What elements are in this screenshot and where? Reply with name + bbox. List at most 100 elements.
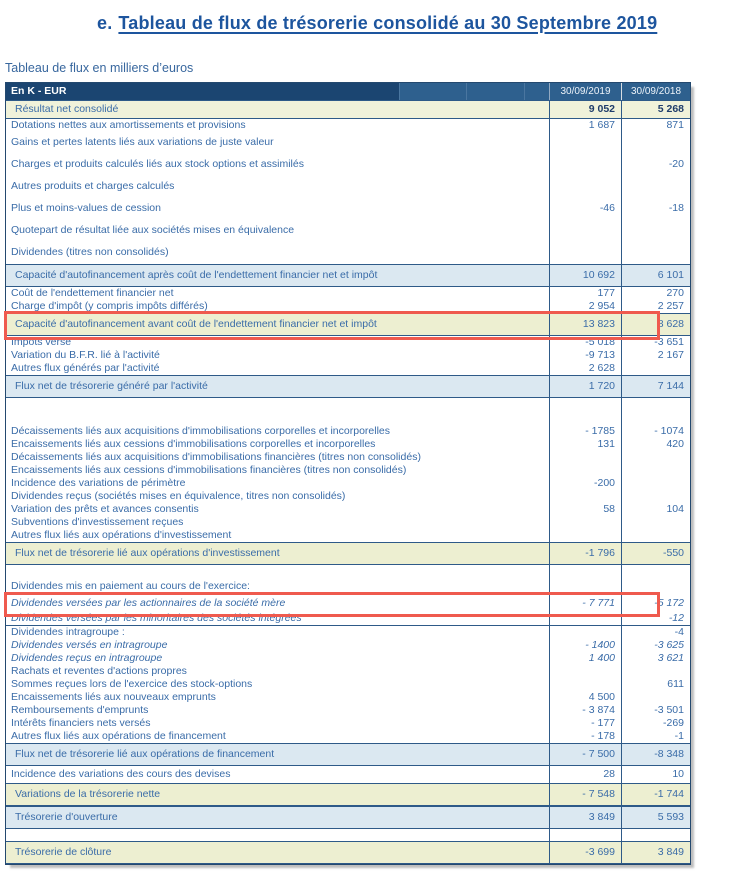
- table-header: En K - EUR 30/09/2019 30/09/2018: [6, 83, 690, 100]
- table-row: Encaissements liés aux cessions d'immobi…: [6, 464, 690, 477]
- row-value-2018: 6 101: [621, 265, 690, 286]
- table-row: Flux net de trésorerie généré par l'acti…: [6, 375, 690, 398]
- row-value-2019: -9 713: [549, 349, 621, 362]
- table-row: Quotepart de résultat liée aux sociétés …: [6, 220, 690, 242]
- table-row: Charges et produits calculés liés aux st…: [6, 154, 690, 176]
- row-value-2018: [621, 464, 690, 477]
- row-value-2019: 2 954: [549, 300, 621, 313]
- table-row: Plus et moins-values de cession -46 -18: [6, 198, 690, 220]
- row-value-2019: [549, 565, 621, 578]
- table-row: Remboursements d'emprunts - 3 874 -3 501: [6, 704, 690, 717]
- table-row: Incidence des variations des cours des d…: [6, 766, 690, 783]
- row-label: Dividendes reçus en intragroupe: [11, 652, 163, 664]
- row-value-2018: [621, 578, 690, 595]
- row-label: Encaissements liés aux cessions d'immobi…: [11, 464, 407, 476]
- row-value-2019: 13 823: [549, 314, 621, 335]
- row-label: Encaissements liés aux cessions d'immobi…: [11, 438, 376, 450]
- row-value-2019: -1 796: [549, 543, 621, 564]
- row-label: Dividendes reçus (sociétés mises en équi…: [11, 490, 346, 502]
- row-value-2019: -3 699: [549, 842, 621, 863]
- row-label: Trésorerie d'ouverture: [6, 807, 549, 828]
- row-value-2019: 2 628: [549, 362, 621, 375]
- row-label: Dividendes versées par les actionnaires …: [11, 597, 286, 609]
- row-label: Plus et moins-values de cession: [11, 202, 161, 214]
- table-row: Trésorerie d'ouverture 3 849 5 593: [6, 806, 690, 829]
- row-value-2018: [621, 490, 690, 503]
- row-label: Incidence des variations des cours des d…: [11, 768, 231, 780]
- row-value-2019: 3 849: [549, 807, 621, 828]
- header-spacer-cell: [524, 83, 549, 100]
- table-body: Résultat net consolidé 9 052 5 268 Dotation…: [4, 100, 690, 864]
- row-label: Rachats et reventes d'actions propres: [11, 665, 187, 677]
- row-label: Dividendes versés en intragroupe: [11, 639, 168, 651]
- row-label: Trésorerie de clôture: [6, 842, 549, 863]
- row-value-2019: [549, 490, 621, 503]
- row-value-2018: -3 501: [621, 704, 690, 717]
- row-value-2018: -3 625: [621, 639, 690, 652]
- row-label: Coût de l'endettement financier net: [11, 287, 174, 299]
- table-row: Encaissements liés aux cessions d'immobi…: [6, 438, 690, 451]
- cashflow-table: En K - EUR 30/09/2019 30/09/2018 Résulta…: [4, 82, 691, 865]
- row-value-2018: [621, 132, 690, 154]
- row-label: Décaissements liés aux acquisitions d'im…: [11, 425, 391, 437]
- row-value-2018: -269: [621, 717, 690, 730]
- row-label: Résultat net consolidé: [6, 101, 549, 118]
- row-label: Impôts versé: [11, 336, 72, 348]
- row-label: Charges et produits calculés liés aux st…: [11, 158, 304, 170]
- row-label: Autres flux générés par l'activité: [11, 362, 160, 374]
- row-label: Flux net de trésorerie lié aux opération…: [6, 543, 549, 564]
- row-value-2019: 177: [549, 287, 621, 300]
- table-row: Trésorerie de clôture -3 699 3 849: [6, 841, 690, 864]
- table-row: Coût de l'endettement financier net 177 27…: [6, 287, 690, 300]
- row-value-2019: 1 687: [549, 119, 621, 132]
- row-value-2018: [621, 398, 690, 425]
- spacer-row: [6, 565, 690, 578]
- header-spacer-cell: [399, 83, 466, 100]
- table-row: Décaissements liés aux acquisitions d'im…: [6, 451, 690, 464]
- title-text: Tableau de flux de trésorerie consolidé …: [118, 13, 658, 33]
- row-value-2019: 1 720: [549, 376, 621, 397]
- table-row: Dividendes reçus en intragroupe 1 400 3 62…: [6, 652, 690, 665]
- table-row: Décaissements liés aux acquisitions d'im…: [6, 425, 690, 438]
- row-label: Autres produits et charges calculés: [11, 180, 175, 192]
- row-value-2018: -12: [621, 612, 690, 625]
- row-value-2018: 104: [621, 503, 690, 516]
- table-row: Gains et pertes latents liés aux variati…: [6, 132, 690, 154]
- row-value-2019: [549, 626, 621, 639]
- title-letter: e.: [97, 13, 113, 33]
- row-label: Gains et pertes latents liés aux variati…: [11, 136, 274, 148]
- row-value-2018: [621, 220, 690, 242]
- row-value-2018: 871: [621, 119, 690, 132]
- row-label: [6, 565, 549, 578]
- row-value-2019: - 178: [549, 730, 621, 743]
- table-row: Dividendes versés en intragroupe - 1400 -3…: [6, 639, 690, 652]
- header-col-2019: 30/09/2019: [549, 83, 621, 100]
- row-value-2018: 270: [621, 287, 690, 300]
- row-label: Intérêts financiers nets versés: [11, 717, 151, 729]
- row-value-2018: [621, 565, 690, 578]
- table-row: Rachats et reventes d'actions propres: [6, 665, 690, 678]
- row-value-2019: - 1400: [549, 639, 621, 652]
- row-label: Charge d'impôt (y compris impôts différé…: [11, 300, 208, 312]
- row-label: Variations de la trésorerie nette: [6, 784, 549, 805]
- row-value-2019: - 7 500: [549, 744, 621, 765]
- header-unit-label: En K - EUR: [6, 83, 399, 100]
- row-value-2019: [549, 578, 621, 595]
- row-value-2018: - 1074: [621, 425, 690, 438]
- row-value-2018: -8 348: [621, 744, 690, 765]
- row-value-2018: [621, 529, 690, 542]
- row-value-2019: [549, 829, 621, 842]
- row-value-2019: - 7 548: [549, 784, 621, 805]
- row-label: Flux net de trésorerie généré par l'acti…: [6, 376, 549, 397]
- table-row: Dividendes (titres non consolidés): [6, 242, 690, 264]
- row-value-2019: - 177: [549, 717, 621, 730]
- row-label: Variation des prêts et avances consentis: [11, 503, 199, 515]
- table-row: Autres flux générés par l'activité 2 628: [6, 362, 690, 375]
- row-value-2019: [549, 529, 621, 542]
- table-subtitle: Tableau de flux en milliers d’euros: [5, 61, 194, 75]
- row-value-2019: [549, 398, 621, 425]
- row-value-2019: -5 018: [549, 336, 621, 349]
- table-row: Intérêts financiers nets versés - 177 -269: [6, 717, 690, 730]
- row-label: Quotepart de résultat liée aux sociétés …: [11, 224, 295, 236]
- row-value-2019: [549, 220, 621, 242]
